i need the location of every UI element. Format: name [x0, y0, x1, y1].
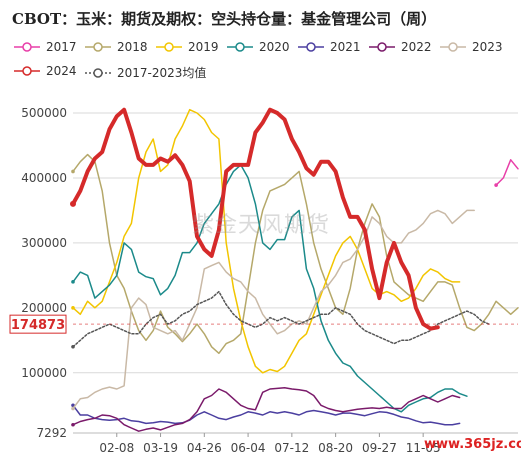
series-line-2017-2023均值	[72, 290, 490, 348]
x-tick-label: 09-27	[362, 441, 397, 455]
legend-label: 2023	[472, 40, 503, 54]
watermark: 紫金天风期货	[192, 213, 331, 238]
series-line-2017	[495, 159, 519, 186]
legend-swatch	[156, 42, 182, 52]
highlight-box	[9, 314, 67, 334]
x-tick-label: 11-05	[406, 441, 441, 455]
value-highlight: 174873	[9, 314, 518, 334]
x-tick-label: 04-26	[187, 441, 222, 455]
y-tick-label: 500000	[21, 106, 67, 120]
series-start-point	[71, 422, 75, 427]
legend-swatch	[369, 42, 395, 52]
legend-label: 2018	[117, 40, 148, 54]
x-tick-label: 03-19	[143, 441, 178, 455]
legend-label: 2019	[188, 40, 219, 54]
series-line-2018	[72, 153, 519, 355]
x-tick-label: 07-12	[274, 441, 309, 455]
legend-label: 2022	[401, 40, 432, 54]
legend-label: 2017	[46, 40, 77, 54]
legend-item[interactable]: 2020	[227, 40, 290, 54]
series-group	[70, 107, 519, 432]
legend-item[interactable]: 2017-2023均值	[85, 64, 206, 81]
series-line-2019	[72, 108, 461, 374]
legend-swatch	[85, 67, 111, 78]
series-start-point	[71, 280, 75, 284]
series-start-point	[70, 200, 76, 207]
series-start-point	[71, 306, 75, 310]
series-line-2021	[72, 404, 461, 426]
legend-swatch	[14, 66, 40, 76]
x-tick-label: 08-20	[318, 441, 353, 455]
footer-watermark: www.365jz.com	[424, 437, 521, 452]
series-line-2023	[72, 209, 475, 410]
legend-swatch	[298, 42, 324, 52]
y-tick-label: 300000	[21, 236, 67, 250]
x-tick-label: 02-08	[99, 441, 134, 455]
chart-title: CBOT：玉米：期货及期权：空头持仓量：基金管理公司（周）	[12, 10, 437, 28]
legend-label: 2017-2023均值	[117, 66, 207, 80]
series-line-2022	[72, 386, 461, 432]
legend-item[interactable]: 2018	[85, 40, 148, 54]
legend-item[interactable]: 2017	[14, 40, 77, 54]
legend-swatch	[85, 42, 111, 52]
legend-swatch	[227, 42, 253, 52]
series-line-2020	[72, 164, 468, 413]
legend-item[interactable]: 2023	[440, 40, 503, 54]
legend-swatch	[440, 42, 466, 52]
series-line-2024	[71, 107, 440, 331]
legend-item[interactable]: 2019	[156, 40, 219, 54]
x-tick-label: 06-04	[231, 441, 266, 455]
legend-swatch	[14, 42, 40, 52]
legend-label: 2020	[259, 40, 290, 54]
y-axis: 7292 100000 200000 300000 400000 500000	[21, 106, 67, 440]
y-tick-label: 7292	[36, 426, 67, 440]
legend-label: 2024	[46, 64, 77, 78]
series-start-point	[494, 183, 498, 187]
highlight-value-label: 174873	[11, 318, 65, 333]
legend-item[interactable]: 2024	[14, 64, 77, 78]
series-start-point	[71, 169, 75, 174]
series-start-point	[71, 406, 75, 411]
x-axis: 02-08 03-19 04-26 06-04 07-12 08-20 09-27 11-05	[73, 432, 518, 455]
y-tick-label: 400000	[21, 171, 67, 185]
series-start-point	[71, 345, 75, 349]
legend-label: 2021	[330, 40, 361, 54]
y-tick-label: 200000	[21, 301, 67, 315]
legend-item[interactable]: 2022	[369, 40, 432, 54]
legend-item[interactable]: 2021	[298, 40, 361, 54]
y-tick-label: 100000	[21, 366, 67, 380]
